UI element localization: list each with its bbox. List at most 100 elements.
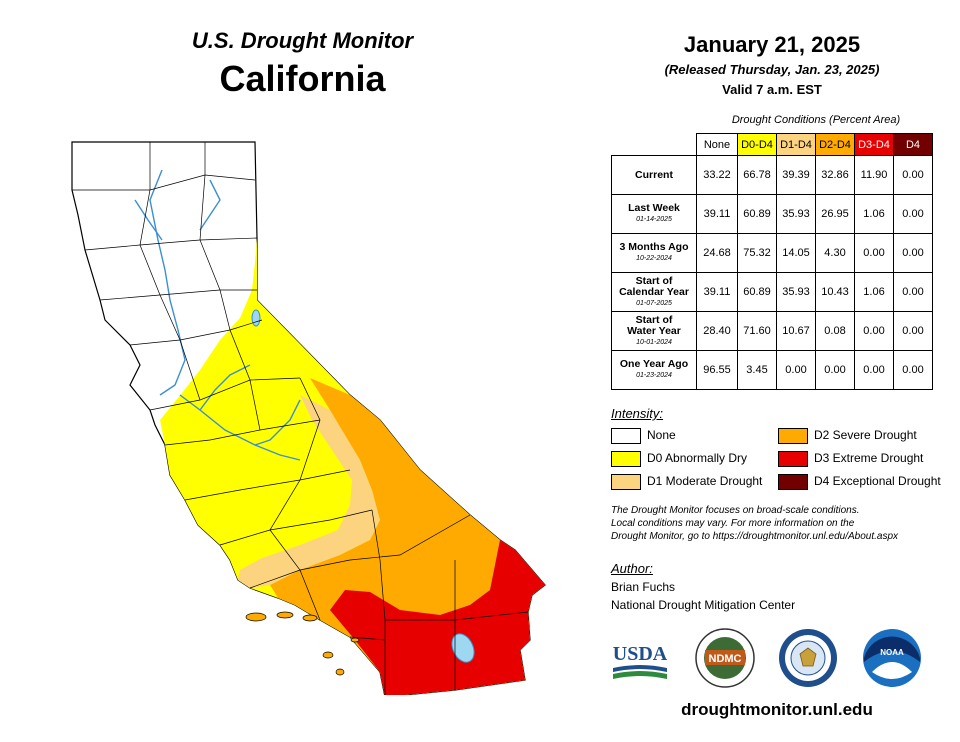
row-label: Current: [611, 155, 697, 195]
row-label-line: Water Year: [627, 324, 681, 337]
table-cell: 96.55: [696, 350, 738, 390]
intensity-title: Intensity:: [611, 406, 664, 421]
row-date: 10-01-2024: [636, 338, 672, 346]
table-cell: 35.93: [776, 272, 816, 312]
monitor-note: The Drought Monitor focuses on broad-sca…: [611, 504, 951, 543]
website-link[interactable]: droughtmonitor.unl.edu: [681, 700, 873, 719]
row-label-line: One Year Ago: [619, 358, 689, 370]
map-date: January 21, 2025: [683, 32, 861, 57]
table-cell: 60.89: [737, 272, 777, 312]
table-cell: 66.78: [737, 155, 777, 195]
row-label-line: Last Week: [628, 202, 680, 214]
d1-region: [238, 395, 380, 588]
lake-tahoe: [251, 309, 261, 327]
table-cell: 60.89: [737, 194, 777, 234]
commerce-seal-icon: [779, 629, 837, 687]
table-row: One Year Ago 01-23-2024 96.55 3.45 0.00 0.00 0…: [611, 350, 933, 390]
row-date: 01-23-2024: [636, 372, 672, 379]
table-row: Start of Calendar Year 01-07-2025 39.11 60.8…: [611, 272, 933, 312]
table-row: Current 33.22 66.78 39.39 32.86 11.90 0.00: [611, 155, 933, 195]
ndmc-logo: NDMC: [695, 628, 755, 688]
row-date: 01-07-2025: [636, 299, 672, 307]
table-cell: 0.00: [854, 311, 894, 351]
table-cell: 28.40: [696, 311, 738, 351]
table-cell: 0.00: [854, 350, 894, 390]
author-title: Author:: [611, 561, 653, 576]
table-cell: 32.86: [815, 155, 855, 195]
legend-label: D2 Severe Drought: [814, 428, 917, 442]
column-header: D4: [893, 133, 933, 156]
rivers: [134, 169, 301, 461]
row-label-line: Start of: [635, 274, 673, 287]
table-cell: 14.05: [776, 233, 816, 273]
table-cell: 39.11: [696, 194, 738, 234]
table-cell: 39.11: [696, 272, 738, 312]
salton-sea: [451, 633, 475, 663]
author-org: National Drought Mitigation Center: [611, 598, 796, 612]
legend-label: D1 Moderate Drought: [647, 474, 763, 488]
table-cell: 1.06: [854, 194, 894, 234]
legend-swatch: [611, 474, 641, 490]
table-cell: 0.08: [815, 311, 855, 351]
note-line: Local conditions may vary. For more info…: [611, 518, 855, 529]
row-label-line: Start of: [635, 313, 673, 326]
ndmc-wordmark: NDMC: [709, 653, 742, 665]
row-label: 3 Months Ago 10-22-2024: [611, 233, 697, 273]
table-row: Start of Water Year 10-01-2024 28.40 71.60 10…: [611, 311, 933, 351]
drought-conditions-table: None D0-D4 D1-D4 D2-D4 D3-D4 D4 Current 33.22 66…: [611, 133, 933, 390]
table-row: Last Week 01-14-2025 39.11 60.89 35.93 26.95 1…: [611, 194, 933, 234]
noaa-logo: NOAA: [863, 629, 921, 687]
row-label-line: Calendar Year: [619, 285, 689, 298]
column-header: None: [696, 133, 738, 156]
row-label: Last Week 01-14-2025: [611, 194, 697, 234]
table-cell: 0.00: [893, 233, 933, 273]
valid-time: Valid 7 a.m. EST: [722, 82, 822, 97]
usda-logo: USDA: [613, 643, 668, 679]
d3-region: [330, 540, 545, 695]
table-cell: 4.30: [815, 233, 855, 273]
legend-label: None: [647, 428, 676, 442]
table-cell: 0.00: [893, 272, 933, 312]
author-name: Brian Fuchs: [611, 580, 676, 594]
note-line: Drought Monitor, go to https://droughtmo…: [611, 531, 899, 542]
table-cell: 3.45: [737, 350, 777, 390]
table-cell: 71.60: [737, 311, 777, 351]
table-cell: 0.00: [854, 233, 894, 273]
table-corner: [612, 134, 697, 156]
table-cell: 10.43: [815, 272, 855, 312]
legend-swatch: [778, 451, 808, 467]
row-label: Start of Water Year 10-01-2024: [611, 311, 697, 351]
legend-swatch: [778, 428, 808, 444]
map-title: California: [219, 58, 386, 99]
row-label-line: 3 Months Ago: [619, 241, 689, 253]
table-cell: 0.00: [893, 350, 933, 390]
map-subtitle: U.S. Drought Monitor: [191, 28, 414, 53]
row-label-line: Current: [635, 168, 673, 181]
noaa-wordmark: NOAA: [880, 648, 904, 657]
table-cell: 11.90: [854, 155, 894, 195]
usda-wordmark: USDA: [613, 643, 668, 665]
row-label: Start of Calendar Year 01-07-2025: [611, 272, 697, 312]
table-cell: 0.00: [893, 311, 933, 351]
row-date: 10-22-2024: [636, 255, 672, 262]
legend-label: D0 Abnormally Dry: [647, 451, 748, 465]
column-header: D1-D4: [776, 133, 816, 156]
county-lines: [72, 142, 529, 695]
column-header: D3-D4: [854, 133, 894, 156]
table-cell: 1.06: [854, 272, 894, 312]
table-row: 3 Months Ago 10-22-2024 24.68 75.32 14.05 4.3…: [611, 233, 933, 273]
legend-swatch: [611, 428, 641, 444]
legend-swatch: [611, 451, 641, 467]
table-cell: 0.00: [893, 155, 933, 195]
channel-islands: [245, 611, 360, 676]
legend-swatch: [778, 474, 808, 490]
table-cell: 39.39: [776, 155, 816, 195]
table-cell: 0.00: [815, 350, 855, 390]
table-cell: 0.00: [776, 350, 816, 390]
legend-label: D4 Exceptional Drought: [814, 474, 941, 488]
note-line: The Drought Monitor focuses on broad-sca…: [611, 505, 860, 516]
table-cell: 75.32: [737, 233, 777, 273]
table-cell: 35.93: [776, 194, 816, 234]
row-label: One Year Ago 01-23-2024: [611, 350, 697, 390]
table-cell: 33.22: [696, 155, 738, 195]
